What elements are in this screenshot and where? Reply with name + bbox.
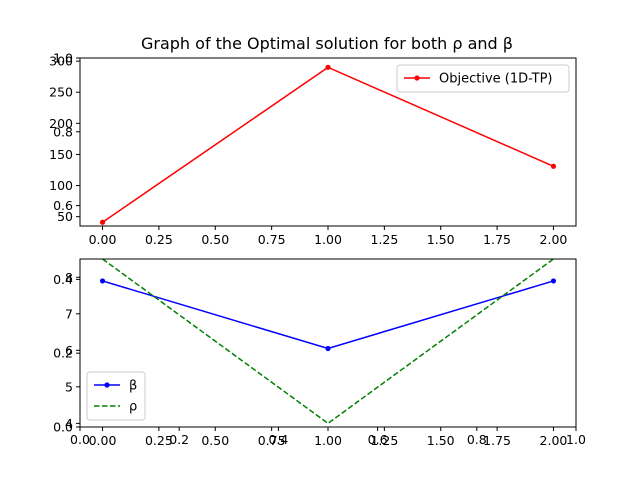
legend-label: ρ [129, 400, 137, 415]
chart-title: Graph of the Optimal solution for both ρ… [141, 34, 513, 53]
subplot-background [80, 259, 576, 427]
data-point [99, 219, 106, 225]
legend-label: Objective (1D-TP) [439, 72, 552, 87]
xtick-label: 1.50 [427, 232, 455, 247]
subplot-beta-rho: 0.00 0.25 0.50 0.75 1.00 1.25 1.50 1.75 2.00 4 5 6 7… [65, 258, 577, 448]
bg-ytick-label: 0.0 [53, 420, 73, 435]
xtick-label: 1.50 [427, 433, 455, 448]
bg-xtick-label: 0.4 [268, 432, 288, 447]
bg-xtick-label: 0.8 [467, 432, 487, 447]
data-point [550, 163, 557, 169]
ytick-label: 8 [65, 270, 73, 285]
xtick-label: 1.25 [370, 232, 398, 247]
xtick-label: 1.00 [314, 433, 342, 448]
data-point [550, 278, 557, 284]
subplot-frame [79, 57, 577, 227]
bg-ytick-label: 0.2 [53, 346, 73, 361]
data-point [99, 278, 106, 284]
xtick-label: 1.75 [483, 232, 511, 247]
subplot-objective: 0.00 0.25 0.50 0.75 1.00 1.25 1.50 1.75 2.00 50 10… [49, 54, 577, 247]
xtick-label: 0.25 [145, 232, 173, 247]
ytick-label: 300 [49, 54, 73, 69]
xtick-label: 2.00 [540, 433, 568, 448]
data-point [325, 64, 331, 70]
bg-ytick-label: 1.0 [53, 51, 73, 66]
xtick-label: 0.00 [89, 433, 117, 448]
series-line [102, 258, 554, 425]
ytick-label: 50 [57, 209, 73, 224]
bg-ytick-label: 0.4 [53, 272, 73, 287]
legend-label: β [129, 379, 137, 394]
legend-box [86, 371, 146, 421]
bg-ytick-label: 0.8 [53, 124, 73, 139]
ytick-label: 250 [49, 85, 73, 100]
bg-xtick-label: 0.2 [169, 432, 189, 447]
bg-xtick-label: 1.0 [566, 432, 586, 447]
legend-marker [104, 382, 110, 388]
xtick-label: 1.75 [483, 433, 511, 448]
ytick-label: 200 [49, 116, 73, 131]
legend-marker [414, 75, 420, 81]
ytick-label: 4 [65, 416, 73, 431]
data-point [325, 345, 331, 352]
xtick-label: 2.00 [540, 232, 568, 247]
background-axes: 0.0 0.2 0.4 0.6 0.8 1.0 0.0 0.2 0.4 0.6 0.8 1.0 [53, 51, 586, 448]
ytick-label: 6 [65, 343, 73, 358]
xtick-label: 0.75 [258, 232, 286, 247]
bg-ytick-label: 0.6 [53, 198, 73, 213]
xtick-label: 1.25 [370, 433, 398, 448]
ytick-label: 150 [49, 147, 73, 162]
xtick-label: 0.50 [201, 232, 229, 247]
ytick-label: 100 [49, 178, 73, 193]
ytick-label: 5 [65, 379, 73, 394]
xtick-label: 1.00 [314, 232, 342, 247]
xtick-label: 0.00 [89, 232, 117, 247]
xtick-label: 0.25 [145, 433, 173, 448]
xtick-label: 0.50 [201, 433, 229, 448]
ytick-label: 7 [65, 306, 73, 321]
legend-box [396, 64, 570, 93]
xtick-label: 0.75 [258, 433, 286, 448]
bg-xtick-label: 0.0 [70, 432, 90, 447]
bg-xtick-label: 0.6 [368, 432, 388, 447]
subplot-frame [79, 258, 577, 428]
